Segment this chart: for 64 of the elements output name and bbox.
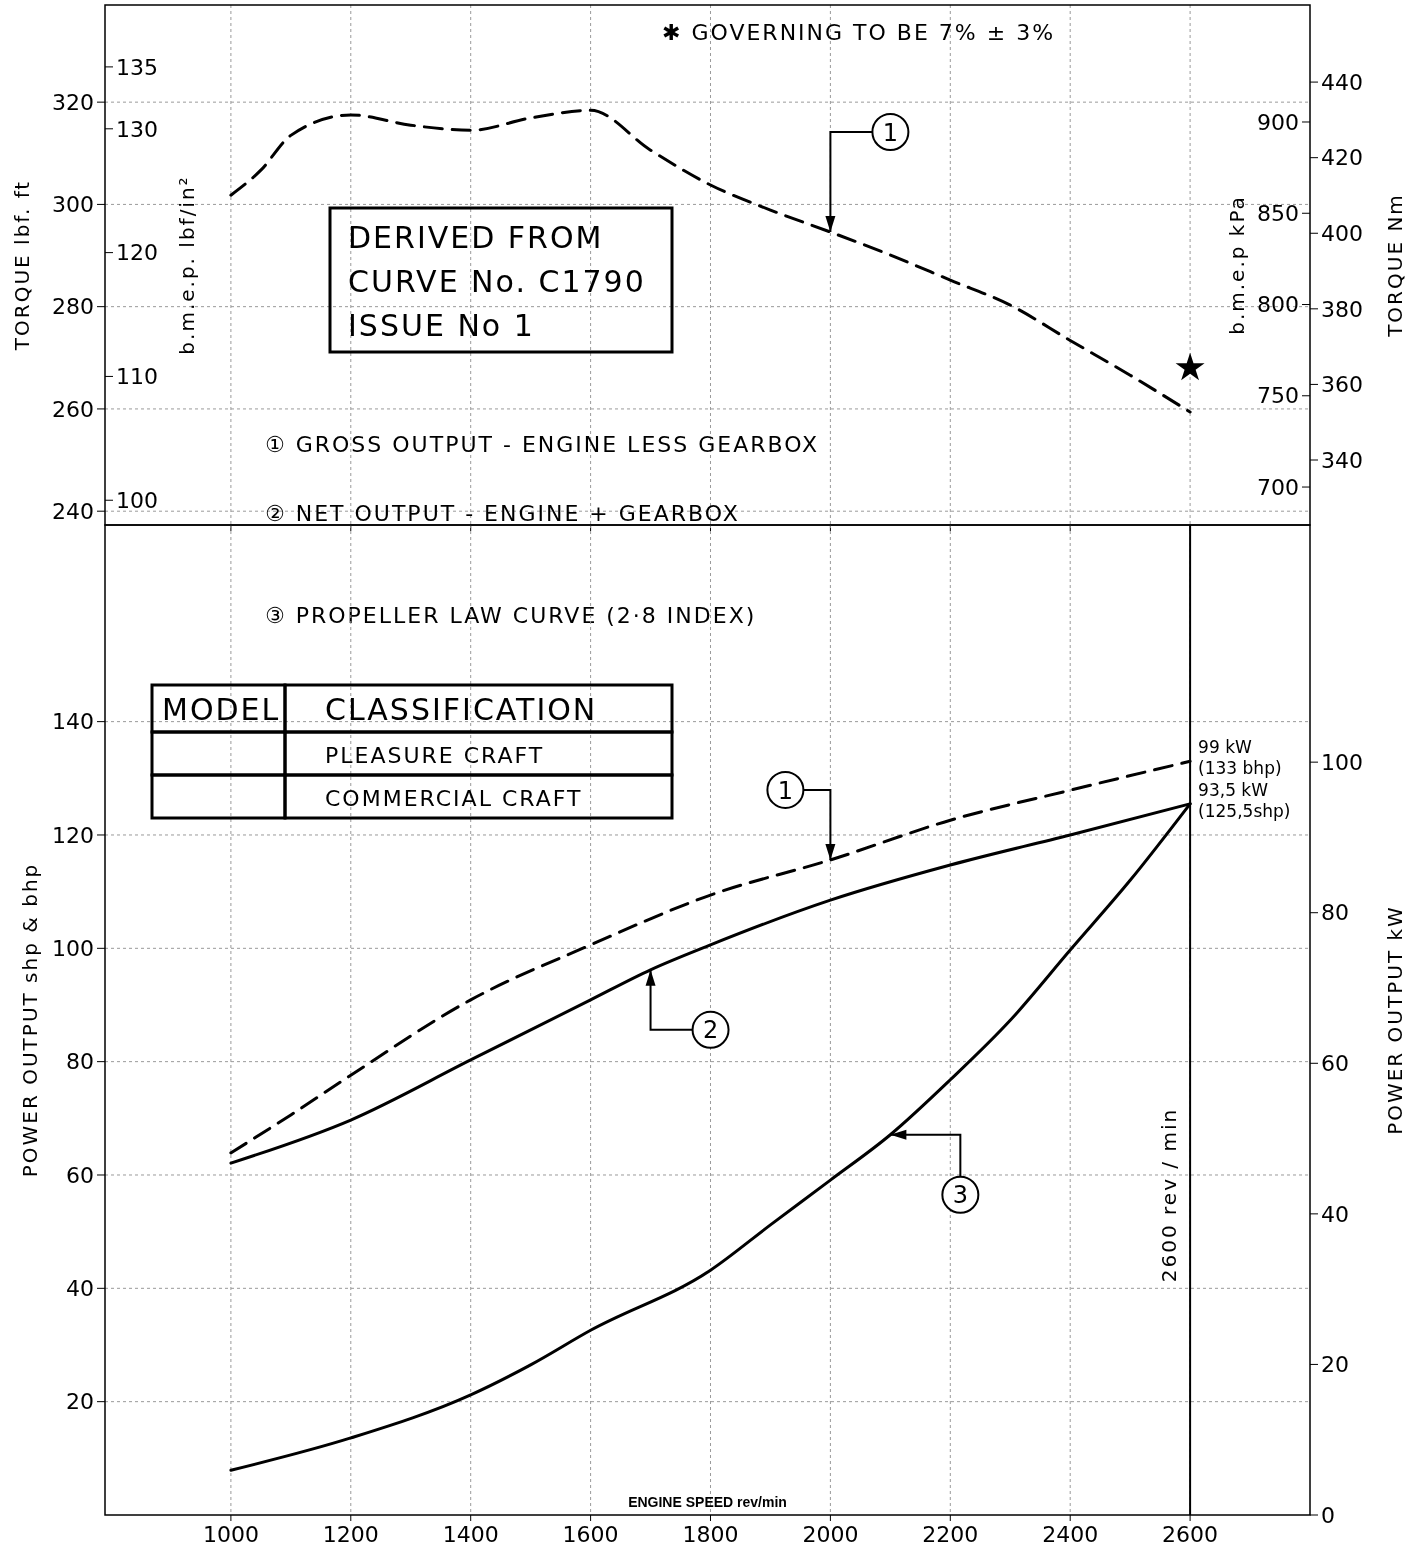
annotation: ③ PROPELLER LAW CURVE (2·8 INDEX): [265, 603, 757, 628]
y-tick-label: 360: [1321, 372, 1363, 398]
x-tick-label: 1400: [442, 1522, 499, 1547]
x-tick-label: 1200: [322, 1522, 379, 1547]
y-tick-label: 140: [52, 709, 94, 735]
x-tick-label: 2400: [1042, 1522, 1099, 1547]
y-tick-label: 260: [52, 396, 94, 422]
annotation: 93,5 kW (125,5shp): [1198, 779, 1291, 821]
text: 1: [777, 776, 794, 805]
annotation: MODEL: [162, 692, 281, 727]
y-tick-label: 20: [66, 1389, 94, 1415]
y3-tick-label: 750: [1257, 383, 1299, 409]
annotation: ISSUE No 1: [348, 308, 535, 343]
x-tick-label: 2200: [922, 1522, 979, 1547]
text: 2: [702, 1016, 719, 1045]
ref-line-label: 2600 rev / min: [1157, 1107, 1182, 1283]
y-tick-label: 400: [1321, 220, 1363, 246]
y3-tick-label: 800: [1257, 292, 1299, 318]
annotation: ✱ GOVERNING TO BE 7% ± 3%: [662, 20, 1056, 45]
x-tick-label: 1000: [202, 1522, 259, 1547]
y-tick-label: 280: [52, 294, 94, 320]
line-series: [229, 108, 1192, 414]
y2-axis-title: POWER OUTPUT kW: [1383, 905, 1407, 1135]
y-tick-label: 440: [1321, 69, 1363, 95]
y-tick-label: 240: [52, 498, 94, 524]
y-tick-label: 120: [52, 822, 94, 848]
y-tick-label: 40: [66, 1276, 94, 1302]
y-tick-label: 100: [52, 936, 94, 962]
y-tick-label: 80: [66, 1049, 94, 1075]
y-tick-label: 380: [1321, 296, 1363, 322]
annotation: COMMERCIAL CRAFT: [325, 786, 583, 811]
x-axis-title: ENGINE SPEED rev/min: [628, 1494, 787, 1510]
y-tick-label: 300: [52, 192, 94, 218]
y2-tick-label: 120: [116, 240, 158, 266]
annotation: ② NET OUTPUT - ENGINE + GEARBOX: [265, 501, 740, 526]
annotation: PLEASURE CRAFT: [325, 743, 545, 768]
y-tick-label: 320: [52, 89, 94, 115]
y-tick-label: 340: [1321, 447, 1363, 473]
y-axis-title: POWER OUTPUT shp & bhp: [18, 862, 42, 1178]
y2-tick-label: 135: [116, 54, 158, 80]
annotation: DERIVED FROM: [348, 220, 604, 255]
x-tick-label: 2000: [802, 1522, 859, 1547]
y-tick-label: 420: [1321, 145, 1363, 171]
y-tick-label: 60: [66, 1162, 94, 1188]
x-tick-label: 1600: [562, 1522, 619, 1547]
x-tick-label: 1800: [682, 1522, 739, 1547]
text: 3: [952, 1181, 968, 1210]
y2-axis-title: b.m.e.p. lbf/in²: [175, 175, 199, 355]
y-axis-title: TORQUE Nm: [1383, 193, 1407, 338]
x-tick-label: 2600: [1162, 1522, 1219, 1547]
y2-tick-label: 100: [116, 487, 158, 513]
y3-axis-title: b.m.e.p kPa: [1225, 195, 1249, 335]
annotation: 99 kW (133 bhp): [1198, 737, 1282, 779]
y2-tick-label: 0: [1321, 1502, 1335, 1528]
y3-tick-label: 700: [1257, 474, 1299, 500]
text: 1: [882, 118, 899, 147]
y3-tick-label: 900: [1257, 109, 1299, 135]
annotation: CLASSIFICATION: [325, 692, 598, 727]
annotation: ① GROSS OUTPUT - ENGINE LESS GEARBOX: [265, 432, 820, 457]
y3-tick-label: 850: [1257, 200, 1299, 226]
y2-tick-label: 110: [116, 364, 158, 390]
y-axis-title: TORQUE lbf. ft: [10, 179, 34, 352]
annotation: CURVE No. C1790: [348, 264, 646, 299]
y2-tick-label: 130: [116, 116, 158, 142]
